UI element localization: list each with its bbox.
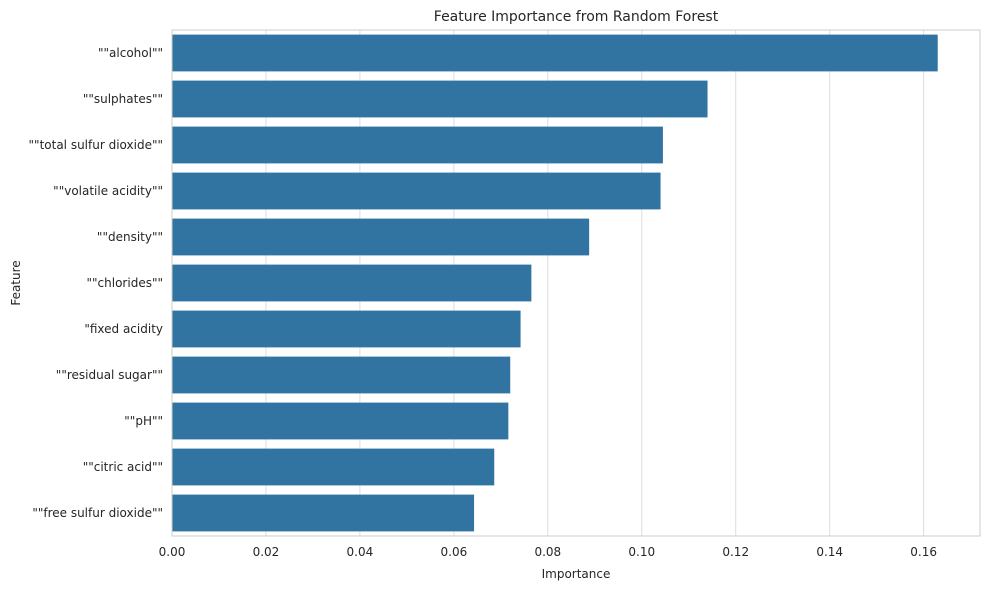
- y-tick-label: ""volatile acidity"": [53, 184, 163, 198]
- x-tick-label: 0.02: [253, 545, 280, 559]
- bar: [172, 126, 663, 164]
- bar: [172, 172, 661, 210]
- y-axis-label: Feature: [9, 260, 23, 305]
- y-tick-label: ""pH"": [124, 414, 163, 428]
- x-tick-label: 0.14: [816, 545, 843, 559]
- y-tick-label: ""citric acid"": [83, 460, 163, 474]
- bar: [172, 218, 590, 256]
- bar: [172, 356, 511, 394]
- bar: [172, 34, 938, 72]
- bar: [172, 264, 532, 302]
- bar: [172, 310, 521, 348]
- x-tick-label: 0.10: [628, 545, 655, 559]
- x-tick-label: 0.12: [722, 545, 749, 559]
- x-tick-labels: 0.00 0.02 0.04 0.06 0.08 0.10 0.12 0.14 0.16: [159, 545, 937, 559]
- bar: [172, 494, 475, 532]
- plot-frame: [171, 29, 981, 537]
- y-tick-label: ""density"": [97, 230, 163, 244]
- bars: [172, 34, 938, 532]
- y-tick-label: ""sulphates"": [83, 92, 163, 106]
- bar: [172, 80, 708, 118]
- y-tick-label: ""total sulfur dioxide"": [29, 138, 163, 152]
- y-tick-label: ""residual sugar"": [56, 368, 163, 382]
- x-tick-label: 0.00: [159, 545, 186, 559]
- x-tick-label: 0.06: [441, 545, 468, 559]
- y-tick-label: ""alcohol"": [98, 46, 163, 60]
- y-tick-label: ""chlorides"": [87, 276, 163, 290]
- chart-title: Feature Importance from Random Forest: [434, 9, 719, 25]
- x-tick-label: 0.08: [534, 545, 561, 559]
- y-tick-labels: ""alcohol"" ""sulphates"" ""total sulfur d…: [29, 46, 163, 520]
- y-tick-label: ""free sulfur dioxide"": [32, 506, 163, 520]
- x-tick-label: 0.04: [347, 545, 374, 559]
- x-tick-label: 0.16: [910, 545, 937, 559]
- y-tick-label: "fixed acidity: [84, 322, 163, 336]
- bar: [172, 402, 509, 440]
- x-axis-label: Importance: [542, 567, 611, 581]
- bar: [172, 448, 495, 486]
